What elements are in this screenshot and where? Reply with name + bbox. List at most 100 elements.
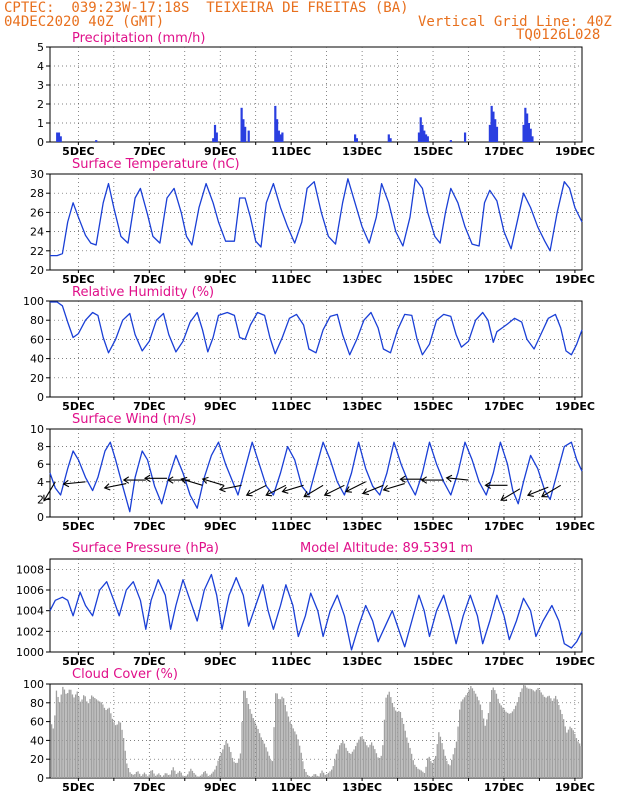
cloud-xtick-label: 11DEC <box>271 781 311 794</box>
cloud-bar <box>539 689 541 778</box>
cloud-bar <box>449 765 451 778</box>
cloud-bar <box>491 690 493 778</box>
cloud-bar <box>375 753 378 778</box>
cloud-bar <box>81 699 83 778</box>
wind-xtick-label: 13DEC <box>342 520 382 533</box>
precip-bar <box>354 134 357 142</box>
rh-xtick-label: 11DEC <box>271 400 311 413</box>
cloud-bar <box>243 690 245 778</box>
cloud-bar <box>63 689 66 778</box>
cloud-bar <box>446 760 448 778</box>
wind-vector <box>362 484 384 495</box>
cloud-bar <box>267 751 269 778</box>
cloud-bar <box>190 768 192 778</box>
pres-title: Surface Pressure (hPa) <box>72 541 219 556</box>
cloud-bar <box>401 717 403 778</box>
wind-vector <box>181 478 203 486</box>
cloud-bar <box>211 773 213 778</box>
cloud-xtick-label: 5DEC <box>62 781 94 794</box>
precip-bar <box>490 105 493 142</box>
cloud-bar <box>271 761 274 778</box>
wind-vector <box>383 483 405 491</box>
wind-vector-head <box>303 491 311 498</box>
cloud-bar <box>495 693 498 778</box>
cloud-bar <box>353 749 355 778</box>
cloud-bar <box>439 736 442 778</box>
cloud-bar <box>481 710 483 778</box>
precip-bar <box>494 119 497 142</box>
cloud-bar <box>260 737 262 778</box>
wind-xtick-label: 19DEC <box>555 520 595 533</box>
cloud-bar <box>422 771 424 778</box>
cloud-bar <box>57 696 59 778</box>
precip-ytick-label: 4 <box>37 60 44 73</box>
precip-bar <box>355 138 358 142</box>
wind-frame <box>49 428 583 518</box>
cloud-bar <box>545 697 547 778</box>
cloud-bar <box>59 702 61 778</box>
wind-vector <box>43 481 56 501</box>
temp-xtick-label: 5DEC <box>62 273 94 286</box>
cloud-bar <box>327 772 330 778</box>
cloud-bar <box>193 772 195 778</box>
precip-bar <box>387 134 390 142</box>
rh-ytick-label: 40 <box>30 353 44 366</box>
cloud-bar <box>110 713 112 778</box>
cloud-bar <box>185 775 187 778</box>
cloud-bar <box>275 693 277 778</box>
temp-xtick-label: 11DEC <box>271 273 311 286</box>
temp-ytick-label: 30 <box>30 168 44 181</box>
cloud-bar <box>423 773 426 778</box>
cloud-bar <box>278 698 280 778</box>
cloud-bar <box>89 698 91 778</box>
temp-xtick-label: 7DEC <box>133 273 165 286</box>
pres-ytick-label: 1006 <box>16 584 44 597</box>
cloud-bar <box>148 774 150 778</box>
cloud-bar <box>51 724 53 778</box>
cloud-bar <box>476 696 478 778</box>
cloud-bar <box>310 776 312 778</box>
cloud-bar <box>529 688 531 778</box>
wind-vector-head <box>362 488 370 496</box>
wind-vector <box>63 481 86 485</box>
cloud-bar <box>263 743 266 778</box>
cloud-bar <box>227 743 229 778</box>
cloud-bar <box>478 700 480 778</box>
cloud-bar <box>167 775 170 778</box>
cloud-bar <box>246 698 248 778</box>
precip-ytick-label: 3 <box>37 79 44 92</box>
cloud-bar <box>300 752 302 778</box>
cloud-bar <box>475 693 477 778</box>
cloud-bar <box>383 719 386 778</box>
cloud-bar <box>191 770 194 778</box>
precip-bar <box>495 126 499 142</box>
cloud-bar <box>417 768 419 778</box>
cloud-bar <box>150 770 152 778</box>
wind-ytick-label: 0 <box>37 511 44 524</box>
cloud-bar <box>86 701 88 778</box>
cloud-bar <box>521 688 523 778</box>
cloud-bar <box>558 704 560 778</box>
cloud-bar <box>103 707 106 778</box>
cloud-bar <box>492 687 494 778</box>
cloud-bar <box>444 755 446 778</box>
wind-ytick-label: 10 <box>30 423 44 436</box>
cloud-bar <box>315 774 317 778</box>
cloud-bar <box>92 696 94 778</box>
cloud-bar <box>460 701 462 778</box>
cloud-bar <box>124 750 126 778</box>
cloud-bar <box>412 760 414 778</box>
cloud-bar <box>65 693 67 778</box>
rh-title: Relative Humidity (%) <box>72 285 214 300</box>
precip-bar <box>95 140 98 142</box>
cloud-xtick-label: 9DEC <box>204 781 236 794</box>
rh-frame <box>49 300 583 398</box>
cloud-bar <box>415 766 418 778</box>
cloud-bar <box>273 727 275 778</box>
wind-vector <box>282 484 304 493</box>
precip-bar <box>449 140 452 142</box>
pres-xtick-label: 11DEC <box>271 655 311 668</box>
cloud-bar <box>252 718 254 778</box>
cloud-bar <box>321 770 323 778</box>
cloud-bar <box>369 744 371 778</box>
